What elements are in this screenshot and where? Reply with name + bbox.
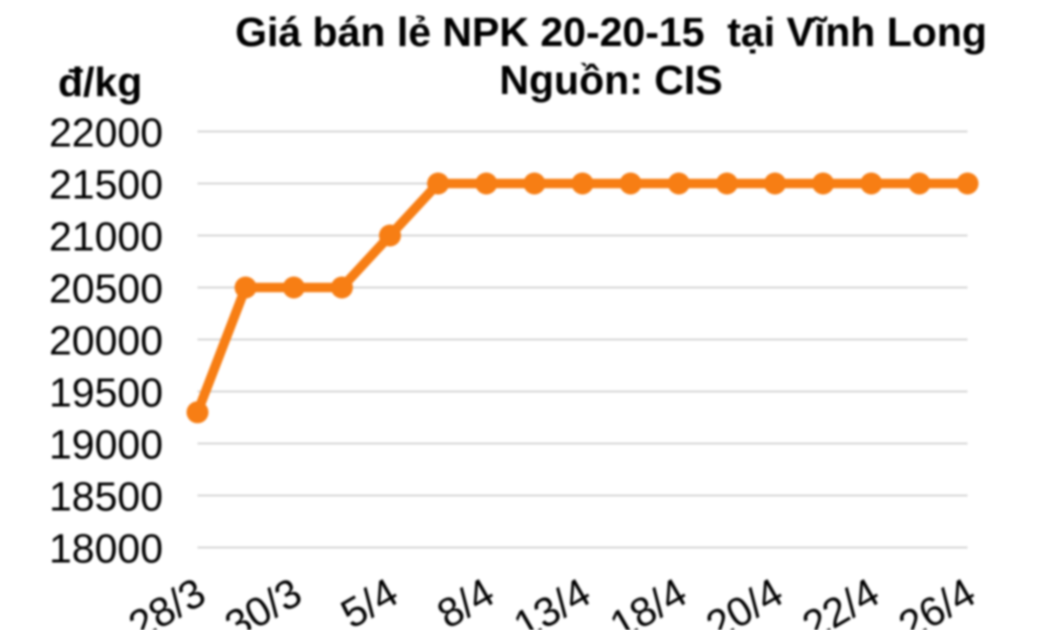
svg-text:22000: 22000 [49, 110, 163, 156]
svg-text:20500: 20500 [49, 266, 163, 312]
svg-text:Giá bán lẻ NPK 20-20-15 tại V: Giá bán lẻ NPK 20-20-15 tại Vĩnh Long [235, 9, 987, 55]
svg-text:21500: 21500 [49, 162, 163, 208]
svg-text:21000: 21000 [49, 214, 163, 260]
svg-text:19500: 19500 [49, 370, 163, 416]
svg-text:18000: 18000 [49, 526, 163, 572]
svg-text:Nguồn: CIS: Nguồn: CIS [499, 57, 722, 103]
svg-text:20000: 20000 [49, 318, 163, 364]
svg-text:đ/kg: đ/kg [58, 59, 142, 105]
svg-text:19000: 19000 [49, 422, 163, 468]
svg-text:18500: 18500 [49, 474, 163, 520]
